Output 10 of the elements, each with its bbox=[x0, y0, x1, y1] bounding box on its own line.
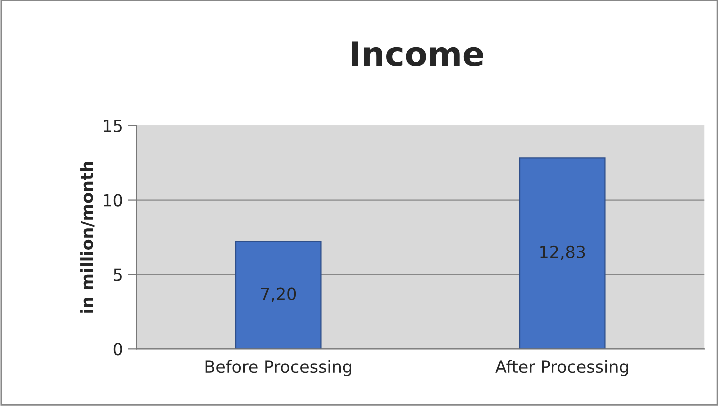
y-tick-label: 10 bbox=[104, 194, 122, 207]
y-tick-label: 5 bbox=[114, 268, 122, 282]
y-axis-title: in million/month bbox=[80, 162, 95, 313]
data-label: 12,83 bbox=[540, 246, 586, 260]
y-tick-label: 15 bbox=[104, 120, 122, 132]
y-tick-label: 0 bbox=[114, 343, 122, 356]
chart-title: Income bbox=[352, 42, 484, 67]
x-tick-label: After Processing bbox=[496, 360, 628, 376]
data-label: 7,20 bbox=[261, 288, 296, 302]
x-tick-label: Before Processing bbox=[206, 360, 352, 376]
